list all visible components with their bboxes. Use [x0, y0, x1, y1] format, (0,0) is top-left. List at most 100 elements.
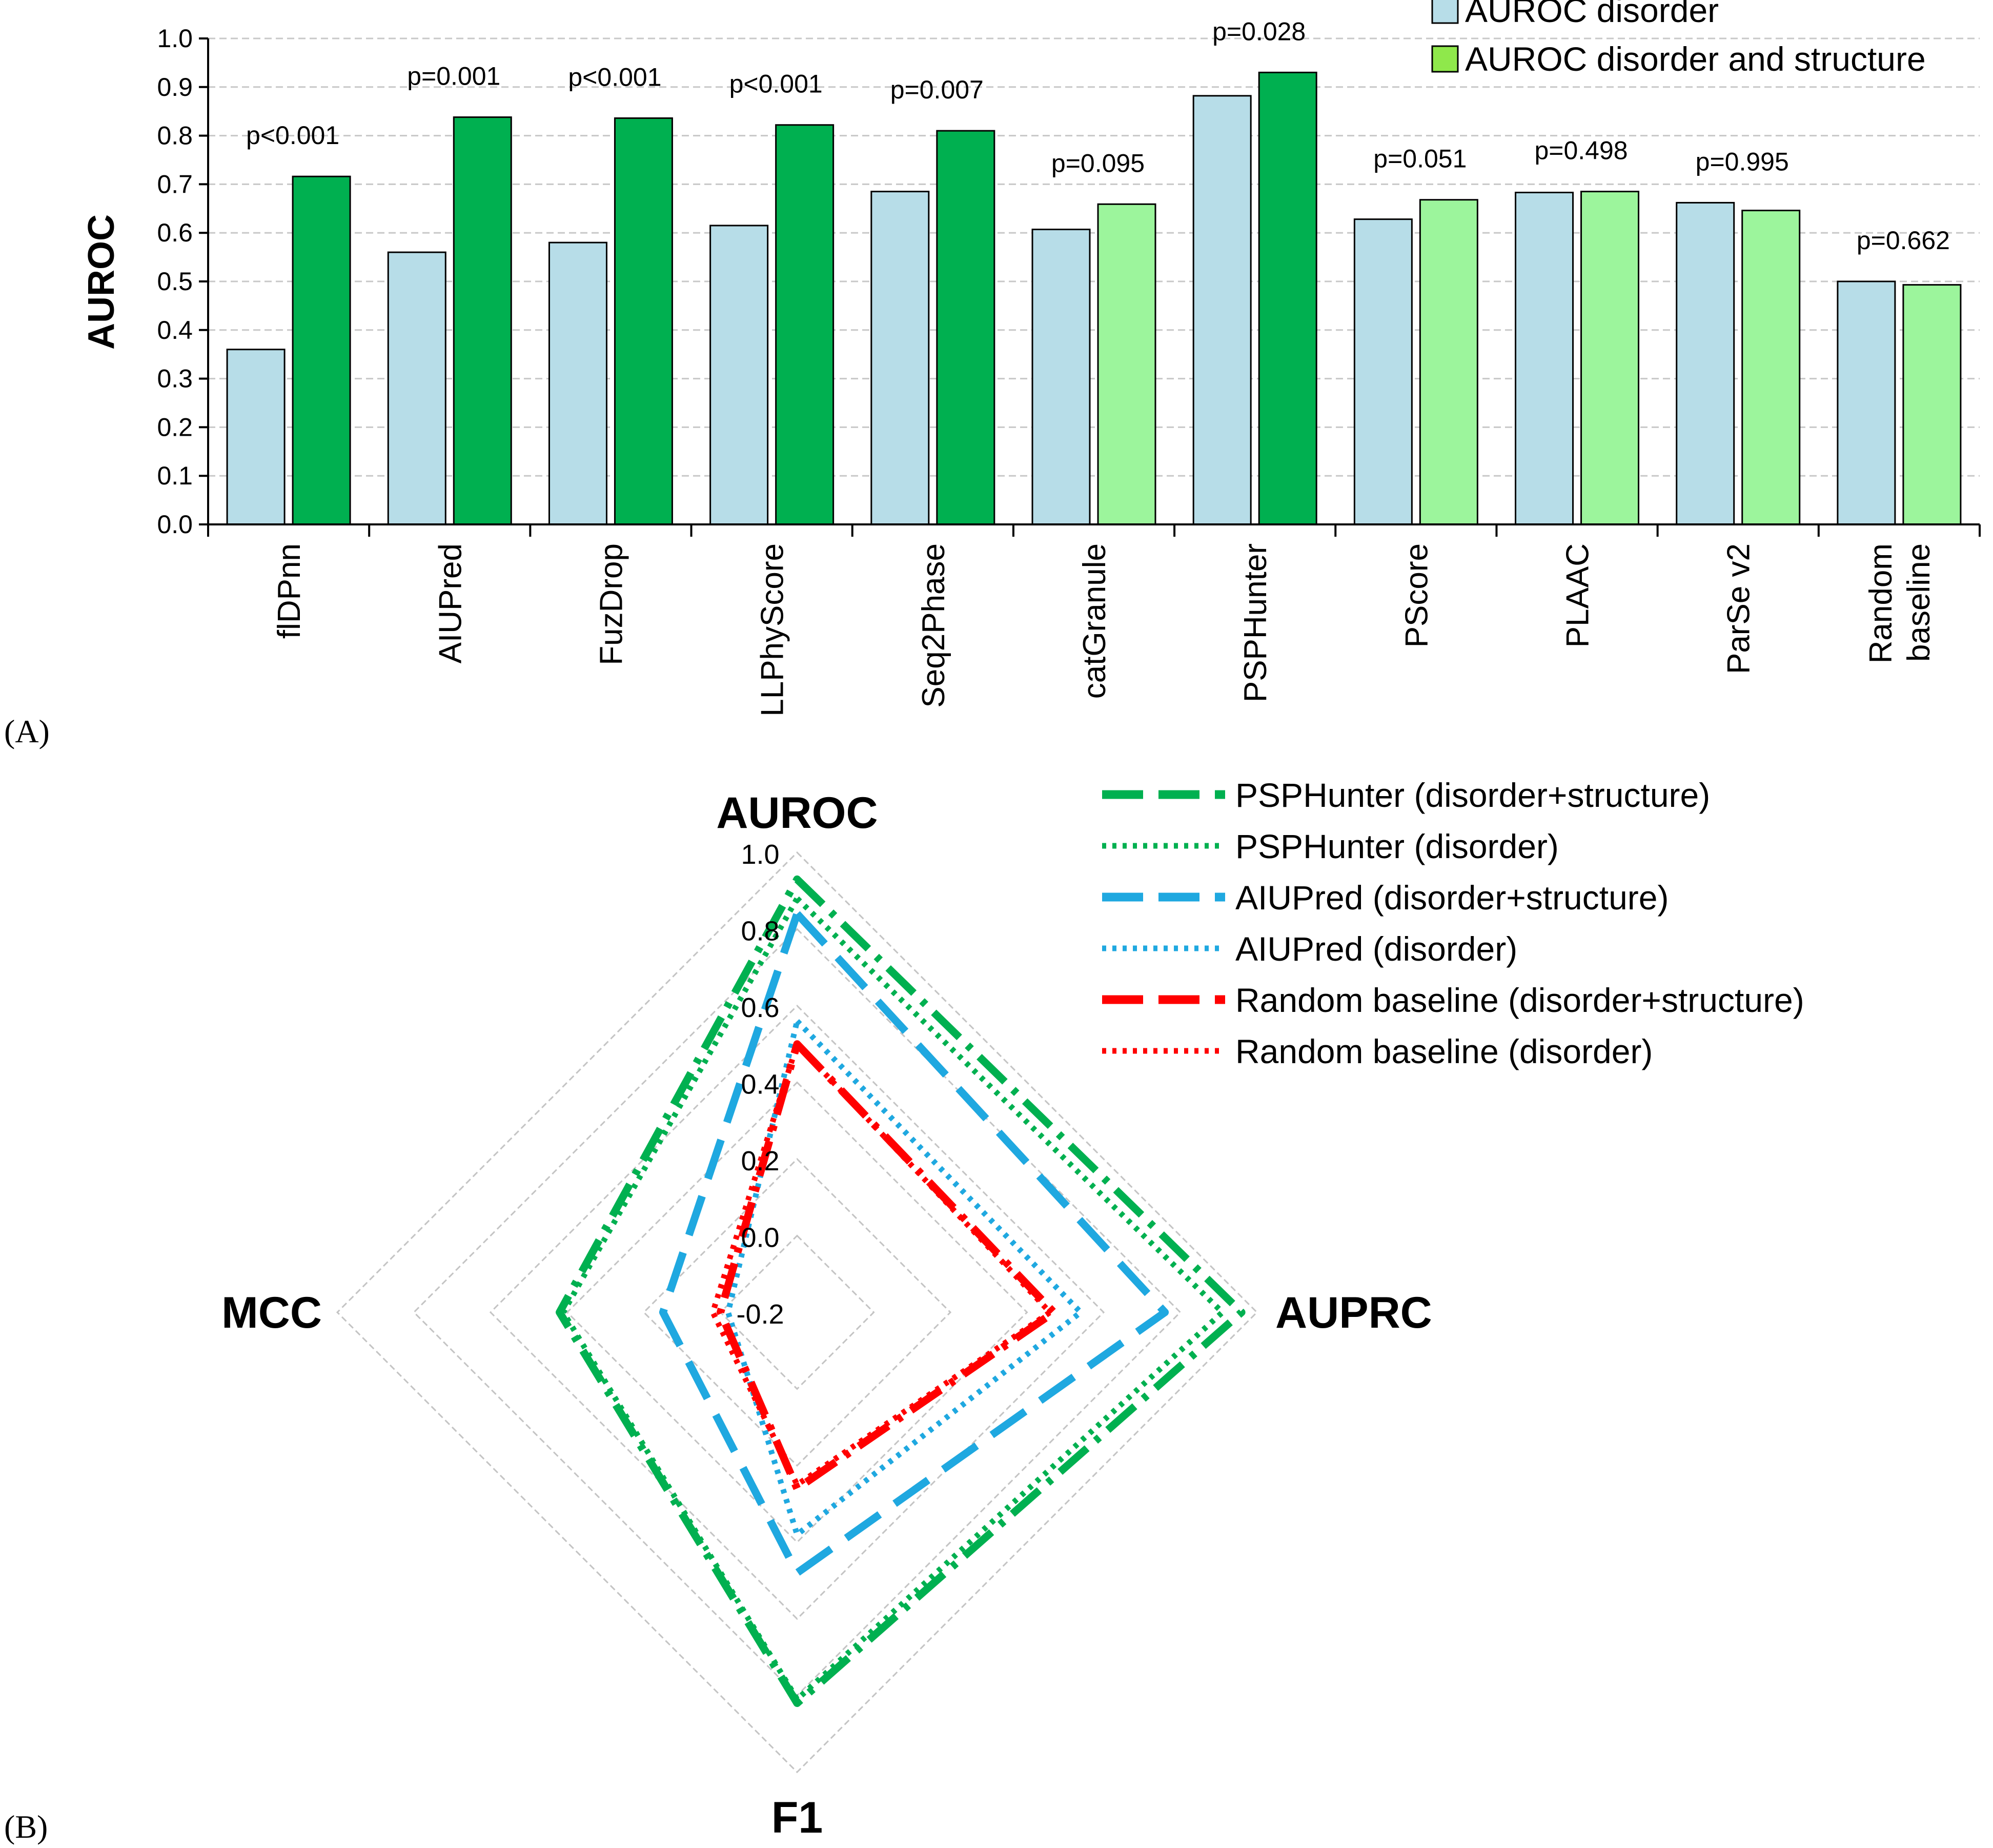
bar-disorder	[226, 349, 286, 525]
p-value-label: p=0.995	[1696, 147, 1789, 176]
radar-series-line	[710, 1041, 1053, 1488]
y-tick-label: 0.1	[157, 461, 193, 490]
y-tick-label: 0.0	[157, 510, 193, 539]
radar-tick-labels: -0.2 0.0 0.2 0.4 0.6 0.8 1.0	[736, 839, 784, 1330]
radar-tick-label: 0.8	[741, 916, 779, 947]
radar-gridline	[719, 1234, 875, 1390]
category-label: flDPnn	[272, 543, 307, 639]
legend-label: Random baseline (disorder)	[1235, 1032, 1653, 1070]
panel-label-b: (B)	[4, 1809, 48, 1845]
radar-gridline	[489, 1004, 1105, 1620]
radar-grid	[336, 851, 1258, 1774]
radar-gridline	[642, 1157, 952, 1467]
bar-disorder	[1192, 95, 1252, 525]
radar-tick-label: 0.4	[741, 1069, 779, 1100]
legend-swatch	[1431, 45, 1459, 73]
bar-p-value-labels: p<0.001 p=0.001 p<0.001 p<0.001 p=0.007 p=0.0…	[246, 17, 1950, 255]
category-label: PLAAC	[1560, 543, 1596, 647]
bar-disorder	[709, 225, 769, 525]
radar-series-line	[556, 875, 1246, 1707]
p-value-label: p=0.007	[890, 75, 984, 104]
category-label: PScore	[1399, 543, 1434, 647]
radar-axis-label: MCC	[221, 1288, 322, 1337]
radar-axis-label: F1	[771, 1793, 823, 1842]
radar-axis-label: AUPRC	[1275, 1288, 1432, 1337]
bar-y-tick-labels: 0.0 0.1 0.2 0.3 0.4 0.5 0.6 0.7 0.8 0.9 1.0	[157, 24, 193, 539]
y-tick-label: 0.9	[157, 73, 193, 101]
legend-label: AUROC disorder	[1465, 0, 1719, 29]
p-value-label: p=0.662	[1857, 226, 1950, 255]
bar-disorder	[1353, 218, 1413, 525]
bar-chart: 0.0 0.1 0.2 0.3 0.4 0.5 0.6 0.7 0.8 0.9 1.0 flDPnn…	[81, 0, 1981, 717]
y-tick-label: 0.8	[157, 121, 193, 150]
radar-axis-labels: AUROC AUPRC F1 MCC	[221, 788, 1432, 1842]
radar-tick-label: 0.2	[741, 1146, 779, 1176]
bar-disorder-structure	[775, 124, 835, 525]
legend-label: PSPHunter (disorder)	[1235, 827, 1559, 865]
p-value-label: p=0.095	[1051, 149, 1145, 177]
bar-disorder	[548, 241, 607, 525]
radar-series-line	[717, 1040, 1058, 1493]
radar-axis-label: AUROC	[716, 788, 878, 838]
category-label: catGranule	[1077, 543, 1112, 699]
radar-series-line	[659, 910, 1169, 1577]
category-label: ParSe v2	[1721, 543, 1757, 674]
bar-disorder-structure	[1741, 210, 1801, 525]
bar-disorder	[1515, 192, 1574, 525]
p-value-label: p<0.001	[568, 63, 661, 91]
y-tick-label: 0.6	[157, 218, 193, 247]
p-value-label: p<0.001	[246, 121, 339, 150]
category-label: Random	[1863, 543, 1899, 663]
bar-disorder	[1837, 280, 1896, 525]
bar-disorder-structure	[292, 175, 351, 525]
category-label: AIUPred	[433, 543, 468, 663]
bar-axes	[199, 37, 1981, 537]
category-label: Seq2Phase	[916, 543, 951, 708]
legend-label: Random baseline (disorder+structure)	[1235, 981, 1804, 1019]
bar-legend: AUROC disorder AUROC disorder and structu…	[1431, 0, 1926, 78]
bar-disorder-structure	[1419, 199, 1478, 525]
bar-disorder-structure	[614, 117, 673, 525]
radar-gridline	[566, 1081, 1028, 1544]
category-label: PSPHunter	[1238, 543, 1273, 702]
category-label: FuzDrop	[594, 543, 629, 665]
category-label: LLPhyScore	[755, 543, 790, 717]
radar-tick-label: -0.2	[736, 1299, 784, 1330]
radar-gridline	[336, 851, 1258, 1774]
legend-label: PSPHunter (disorder+structure)	[1235, 776, 1710, 814]
y-tick-label: 0.5	[157, 267, 193, 296]
y-axis-title: AUROC	[81, 214, 122, 350]
legend-swatch	[1431, 0, 1459, 24]
bar-disorder	[1031, 229, 1091, 525]
p-value-label: p=0.051	[1373, 145, 1467, 173]
bar-disorder-structure	[1258, 71, 1317, 525]
p-value-label: p=0.498	[1534, 136, 1628, 165]
y-tick-label: 1.0	[157, 24, 193, 53]
bar-series	[226, 71, 1962, 525]
bar-disorder	[387, 251, 446, 525]
legend-label: AIUPred (disorder+structure)	[1235, 879, 1669, 917]
bar-disorder-structure	[1580, 191, 1640, 525]
radar-legend: PSPHunter (disorder+structure) PSPHunter …	[1102, 776, 1804, 1070]
radar-tick-label: 0.0	[741, 1223, 779, 1253]
panel-label-a: (A)	[4, 713, 50, 749]
p-value-label: p=0.028	[1212, 17, 1306, 46]
bar-disorder	[870, 191, 930, 525]
p-value-label: p=0.001	[407, 62, 500, 91]
bar-category-labels: flDPnn AIUPred FuzDrop LLPhyScore Seq2Phase c…	[272, 543, 1937, 717]
y-tick-label: 0.4	[157, 316, 193, 344]
radar-tick-label: 1.0	[741, 839, 779, 870]
y-tick-label: 0.3	[157, 364, 193, 393]
y-tick-label: 0.7	[157, 170, 193, 198]
bar-disorder-structure	[936, 130, 995, 525]
bar-disorder-structure	[453, 116, 512, 525]
radar-chart: -0.2 0.0 0.2 0.4 0.6 0.8 1.0 AUROC AUPRC F1 MCC P…	[221, 776, 1804, 1842]
legend-label: AIUPred (disorder)	[1235, 930, 1517, 968]
radar-tick-label: 0.6	[741, 992, 779, 1023]
legend-label: AUROC disorder and structure	[1465, 40, 1926, 78]
bar-disorder	[1676, 201, 1735, 525]
y-tick-label: 0.2	[157, 413, 193, 441]
p-value-label: p<0.001	[729, 70, 823, 98]
radar-series	[556, 875, 1246, 1707]
